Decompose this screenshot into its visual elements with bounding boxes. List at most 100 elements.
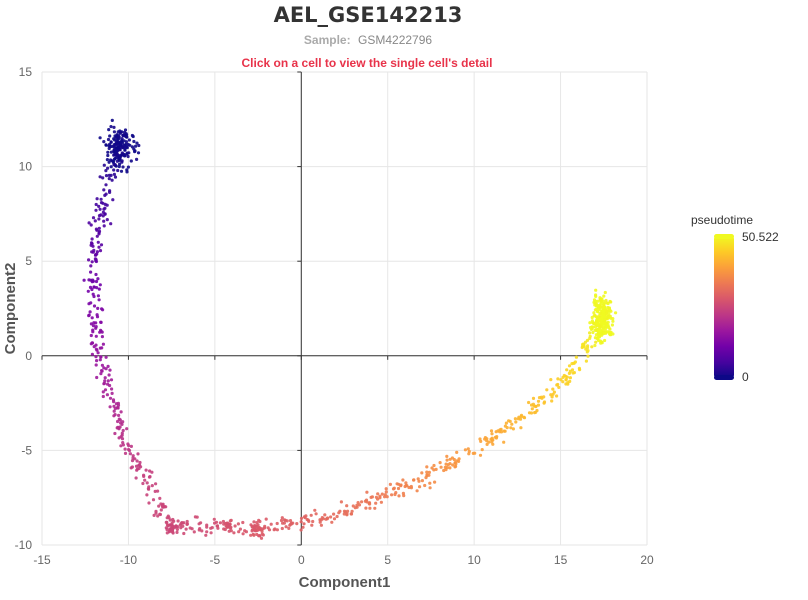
cell-point[interactable] [126,154,130,159]
cell-point[interactable] [135,459,139,463]
cell-point[interactable] [159,508,163,512]
cell-point[interactable] [165,520,169,524]
cell-point[interactable] [97,231,101,235]
cell-point[interactable] [104,174,109,178]
cell-point[interactable] [126,447,131,452]
cell-point[interactable] [153,489,157,493]
cell-point[interactable] [104,183,108,187]
cell-point[interactable] [96,277,100,281]
cell-point[interactable] [424,476,428,480]
cell-point[interactable] [108,396,113,400]
cell-point[interactable] [568,369,572,373]
cell-point[interactable] [205,523,209,527]
cell-point[interactable] [356,501,360,505]
cell-point[interactable] [106,166,110,170]
cell-point[interactable] [586,349,590,353]
cell-point[interactable] [463,448,467,452]
cell-point[interactable] [98,283,102,287]
cell-point[interactable] [104,355,108,359]
cell-point[interactable] [184,527,188,531]
cell-point[interactable] [600,315,604,319]
cell-point[interactable] [95,313,99,317]
cell-point[interactable] [313,508,317,512]
cell-point[interactable] [94,258,98,262]
cell-point[interactable] [101,308,105,312]
cell-point[interactable] [496,429,500,433]
cell-point[interactable] [551,387,555,391]
cell-point[interactable] [329,515,333,519]
cell-point[interactable] [299,520,303,524]
cell-point[interactable] [588,321,592,325]
cell-point[interactable] [170,521,174,525]
cell-point[interactable] [603,317,607,322]
cell-point[interactable] [310,523,314,527]
cell-point[interactable] [96,306,100,310]
cell-point[interactable] [90,237,94,241]
cell-point[interactable] [112,125,116,129]
cell-point[interactable] [111,160,115,164]
cell-point[interactable] [110,391,114,395]
cell-point[interactable] [117,413,121,417]
cell-point[interactable] [368,502,372,506]
cell-point[interactable] [123,148,127,152]
cell-point[interactable] [113,431,117,436]
cell-point[interactable] [571,371,575,375]
cell-point[interactable] [120,137,124,141]
cell-point[interactable] [564,374,568,378]
cell-point[interactable] [90,260,94,264]
cell-point[interactable] [574,355,579,359]
cell-point[interactable] [104,367,108,371]
cell-point[interactable] [542,395,546,399]
cell-point[interactable] [158,512,162,517]
cell-point[interactable] [103,379,107,383]
cell-point[interactable] [519,426,523,430]
cell-point[interactable] [91,330,95,334]
cell-point[interactable] [260,532,264,536]
cell-point[interactable] [420,471,424,475]
cell-point[interactable] [89,243,93,247]
cell-point[interactable] [90,250,94,254]
cell-point[interactable] [552,390,557,394]
cell-point[interactable] [128,452,132,456]
cell-point[interactable] [92,285,96,289]
cell-point[interactable] [216,526,220,530]
cell-point[interactable] [148,469,152,473]
cell-point[interactable] [106,150,110,154]
cell-point[interactable] [112,414,116,418]
cell-point[interactable] [604,312,609,316]
cell-point[interactable] [448,466,452,470]
cell-point[interactable] [110,178,114,182]
cell-point[interactable] [197,522,201,526]
cell-point[interactable] [108,134,112,138]
cell-point[interactable] [309,513,313,517]
cell-point[interactable] [135,467,139,471]
cell-point[interactable] [151,498,156,502]
cell-point[interactable] [567,364,572,368]
cell-point[interactable] [101,394,105,399]
cell-point[interactable] [448,462,452,466]
cell-point[interactable] [586,344,590,348]
cell-point[interactable] [530,407,534,411]
cell-point[interactable] [164,505,168,509]
cell-point[interactable] [119,410,123,414]
cell-point[interactable] [505,426,509,430]
cell-point[interactable] [608,314,612,318]
cell-point[interactable] [604,298,608,303]
cell-point[interactable] [116,419,120,424]
cell-point[interactable] [97,214,102,218]
cell-point[interactable] [99,320,103,324]
cell-point[interactable] [117,155,121,159]
cell-point[interactable] [126,165,130,169]
cell-point[interactable] [165,531,169,535]
cell-point[interactable] [549,378,553,382]
cell-point[interactable] [99,243,104,247]
cell-point[interactable] [591,330,595,335]
cell-point[interactable] [86,289,90,293]
cell-point[interactable] [170,529,174,534]
cell-point[interactable] [595,322,599,326]
cell-point[interactable] [514,420,518,424]
cell-point[interactable] [228,522,232,526]
cell-point[interactable] [454,462,458,466]
cell-point[interactable] [559,378,563,382]
cell-point[interactable] [527,400,531,405]
